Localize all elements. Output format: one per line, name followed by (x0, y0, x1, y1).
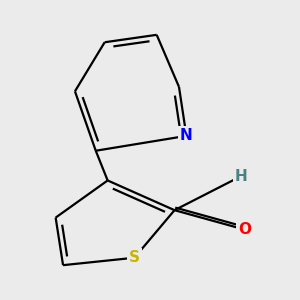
Text: O: O (238, 222, 251, 237)
Text: H: H (235, 169, 248, 184)
Text: N: N (180, 128, 193, 143)
Text: S: S (129, 250, 140, 265)
